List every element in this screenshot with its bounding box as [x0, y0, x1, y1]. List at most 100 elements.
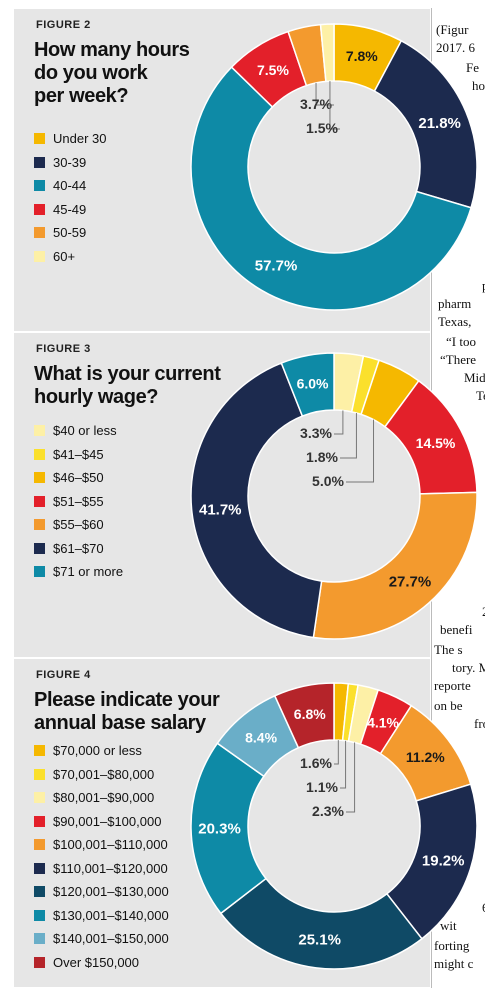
article-text-line: The s	[434, 642, 463, 657]
legend-item: $51–$55	[34, 490, 123, 514]
legend-swatch	[34, 745, 45, 757]
legend-label: $51–$55	[53, 493, 104, 509]
legend-label: $41–$45	[53, 446, 104, 462]
legend-swatch	[34, 542, 45, 554]
figure-2-panel: FIGURE 2 How many hours do you work per …	[14, 9, 430, 331]
figure-4-panel: FIGURE 4 Please indicate your annual bas…	[14, 659, 430, 987]
legend-label: $70,000 or less	[53, 743, 142, 759]
legend-item: $110,001–$120,000	[34, 857, 169, 881]
legend: Under 30 30-39 40-44 45-49 50-59 60+	[34, 127, 106, 268]
legend-item: $71 or more	[34, 560, 123, 584]
legend-label: $80,001–$90,000	[53, 790, 155, 806]
legend-label: 50-59	[53, 225, 87, 241]
legend-swatch	[34, 956, 45, 968]
legend-swatch	[34, 203, 45, 215]
legend-item: $41–$45	[34, 443, 123, 467]
legend-label: $70,001–$80,000	[53, 766, 155, 782]
legend-label: $110,001–$120,000	[53, 860, 168, 876]
legend-item: 45-49	[34, 198, 106, 222]
article-text-line: on be	[434, 698, 463, 713]
legend-label: 45-49	[53, 201, 87, 217]
article-text-line: benefi	[440, 622, 473, 637]
legend-swatch	[34, 519, 45, 531]
legend-label: Over $150,000	[53, 954, 140, 970]
title-line: hourly wage?	[34, 386, 159, 408]
legend-swatch	[34, 886, 45, 898]
article-text-line: “There	[440, 352, 477, 367]
article-text-line: tory. M	[452, 660, 485, 675]
legend-item: $80,001–$90,000	[34, 786, 169, 810]
legend-swatch	[34, 250, 45, 262]
title-line: How many hours	[34, 39, 190, 61]
figure-title: How many hours do you work per week?	[34, 39, 190, 108]
legend-swatch	[34, 839, 45, 851]
legend-label: $140,001–$150,000	[53, 931, 169, 947]
legend-label: $61–$70	[53, 540, 104, 556]
legend-item: $70,000 or less	[34, 739, 169, 763]
title-line: annual base salary	[34, 712, 206, 734]
legend-item: $140,001–$150,000	[34, 927, 169, 951]
legend-item: $130,001–$140,000	[34, 904, 169, 928]
legend-label: $90,001–$100,000	[53, 813, 162, 829]
article-text-line: ho	[472, 78, 485, 93]
article-text-line: Texas,	[438, 314, 472, 329]
legend-label: $55–$60	[53, 517, 104, 533]
figure-label: FIGURE 4	[36, 669, 91, 681]
legend-label: 30-39	[53, 154, 87, 170]
legend-item: 50-59	[34, 221, 106, 245]
legend-swatch	[34, 425, 45, 437]
legend-swatch	[34, 909, 45, 921]
legend-item: 40-44	[34, 174, 106, 198]
legend-swatch	[34, 227, 45, 239]
article-text-line: 201	[482, 604, 485, 620]
article-text-line: reporte	[434, 678, 471, 693]
legend-label: $46–$50	[53, 470, 104, 486]
legend-label: $71 or more	[53, 564, 124, 580]
legend-item: 30-39	[34, 151, 106, 175]
title-line: What is your current	[34, 363, 221, 385]
legend: $70,000 or less $70,001–$80,000 $80,001–$9…	[34, 739, 169, 974]
article-text-line: wit	[440, 918, 457, 933]
legend-swatch	[34, 815, 45, 827]
legend-label: $40 or less	[53, 423, 117, 439]
figure-title: What is your current hourly wage?	[34, 363, 221, 409]
legend-item: $100,001–$110,000	[34, 833, 169, 857]
legend-item: 60+	[34, 245, 106, 269]
legend-item: $55–$60	[34, 513, 123, 537]
legend-item: $70,001–$80,000	[34, 763, 169, 787]
legend-swatch	[34, 862, 45, 874]
legend-item: $90,001–$100,000	[34, 810, 169, 834]
legend: $40 or less $41–$45 $46–$50 $51–$55 $55–$60 $…	[34, 419, 123, 584]
article-text-line: pharm	[438, 296, 472, 311]
article-text-line: fro	[474, 716, 485, 731]
legend-label: $130,001–$140,000	[53, 907, 169, 923]
legend-item: $46–$50	[34, 466, 123, 490]
legend-item: $40 or less	[34, 419, 123, 443]
legend-label: $100,001–$110,000	[53, 837, 168, 853]
article-text-line: Mid	[464, 370, 485, 385]
legend-item: $61–$70	[34, 537, 123, 561]
title-line: do you work	[34, 62, 148, 84]
title-line: Please indicate your	[34, 689, 220, 711]
legend-swatch	[34, 566, 45, 578]
article-text-line: par	[482, 278, 485, 294]
article-text-line: forting	[434, 938, 470, 953]
article-text-line: (Figur	[436, 22, 469, 37]
figure-label: FIGURE 2	[36, 19, 91, 31]
article-text-line: 6	[482, 900, 485, 916]
figure-title: Please indicate your annual base salary	[34, 689, 220, 735]
article-text-line: “I too	[446, 334, 476, 349]
legend-label: 60+	[53, 248, 76, 264]
legend-item: Under 30	[34, 127, 106, 151]
legend-item: $120,001–$130,000	[34, 880, 169, 904]
figure-label: FIGURE 3	[36, 343, 91, 355]
legend-item: Over $150,000	[34, 951, 169, 975]
title-line: per week?	[34, 85, 129, 107]
legend-swatch	[34, 448, 45, 460]
legend-swatch	[34, 180, 45, 192]
legend-swatch	[34, 768, 45, 780]
figure-3-panel: FIGURE 3 What is your current hourly wag…	[14, 333, 430, 657]
legend-swatch	[34, 133, 45, 145]
legend-swatch	[34, 472, 45, 484]
